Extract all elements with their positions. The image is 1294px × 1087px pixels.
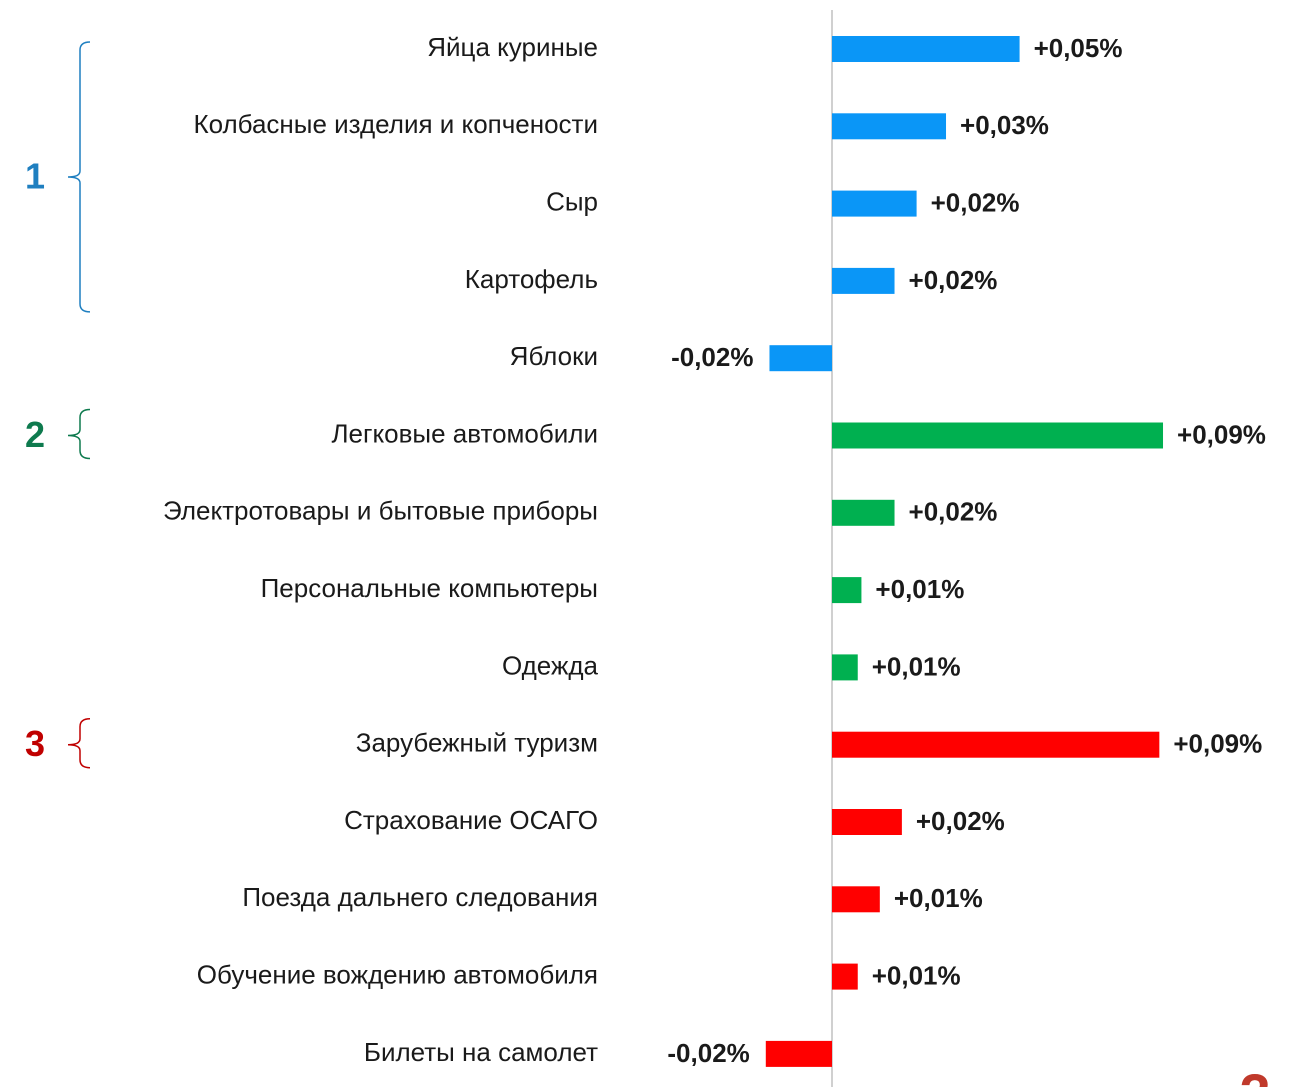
bar [832,809,902,835]
page-number: 2 [1239,1062,1270,1087]
category-label: Электротовары и бытовые приборы [163,496,598,526]
value-label: +0,01% [875,574,964,604]
category-label: Персональные компьютеры [261,573,598,603]
category-label: Страхование ОСАГО [344,805,598,835]
category-label: Картофель [465,264,598,294]
category-label: Билеты на самолет [364,1037,598,1067]
bar [832,499,895,526]
value-label: +0,02% [909,265,998,295]
group-bracket [67,717,91,769]
category-label: Одежда [502,650,599,680]
value-label: +0,05% [1034,33,1123,63]
group-bracket [67,41,91,313]
bar [832,422,1164,449]
value-label: +0,09% [1173,729,1262,759]
value-label: +0,02% [931,187,1020,217]
value-label: +0,01% [872,651,961,681]
bar [832,731,1160,758]
category-label: Легковые автомобили [331,418,598,448]
category-label: Яйца куриные [427,32,598,62]
category-label: Зарубежный туризм [356,728,598,758]
category-label: Поезда дальнего следования [242,882,598,912]
bar [832,267,895,294]
category-label: Сыр [546,186,598,216]
group-label: 2 [25,414,45,455]
group-label: 1 [25,155,45,196]
category-label: Колбасные изделия и копчености [193,109,598,139]
category-label: Яблоки [510,341,598,371]
bar [832,190,917,217]
bar [832,36,1020,62]
bar [769,345,832,372]
value-label: +0,01% [872,960,961,990]
value-label: +0,01% [894,883,983,913]
bar [765,1040,832,1067]
group-label: 3 [25,723,45,764]
value-label: +0,09% [1177,419,1266,449]
category-label: Обучение вождению автомобиля [197,959,598,989]
value-label: -0,02% [667,1038,749,1068]
value-label: +0,02% [909,497,998,527]
bar [832,654,858,681]
value-label: +0,02% [916,806,1005,836]
value-label: +0,03% [960,110,1049,140]
group-bracket [67,408,91,460]
bar [832,963,858,990]
bar [832,113,947,140]
bar [832,577,862,604]
value-label: -0,02% [671,342,753,372]
bar [832,886,880,913]
